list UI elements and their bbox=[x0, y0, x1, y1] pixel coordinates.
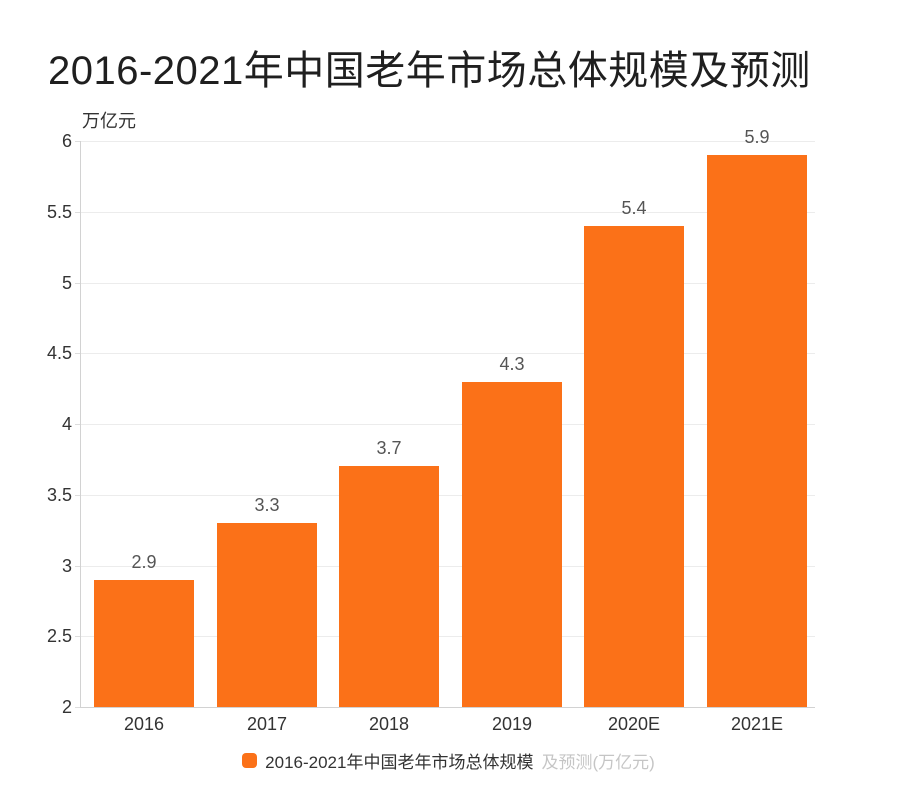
y-tick-mark bbox=[75, 212, 80, 213]
x-tick-label: 2019 bbox=[491, 714, 533, 734]
y-tick-mark bbox=[75, 424, 80, 425]
legend: 2016-2021年中国老年市场总体规模 及预测(万亿元) bbox=[0, 748, 897, 773]
legend-marker-swatch bbox=[242, 753, 258, 768]
bar-value-label: 3.3 bbox=[254, 495, 280, 515]
y-tick-mark bbox=[75, 141, 80, 142]
chart-title: 2016-2021年中国老年市场总体规模及预测 bbox=[48, 49, 811, 93]
y-tick-label: 2 bbox=[61, 697, 72, 717]
gridline bbox=[80, 424, 815, 425]
bar-2017 bbox=[217, 523, 317, 707]
gridline bbox=[80, 141, 815, 142]
gridline bbox=[80, 566, 815, 567]
x-tick-label: 2021E bbox=[730, 714, 784, 734]
x-tick-label: 2020E bbox=[607, 714, 661, 734]
gridline bbox=[80, 212, 815, 213]
gridline bbox=[80, 283, 815, 284]
y-tick-label: 6 bbox=[61, 131, 72, 151]
y-tick-label: 5 bbox=[61, 273, 72, 293]
y-tick-mark bbox=[75, 283, 80, 284]
bar-2021E bbox=[707, 155, 807, 707]
y-tick-mark bbox=[75, 495, 80, 496]
y-tick-mark bbox=[75, 707, 80, 708]
x-axis-line bbox=[80, 707, 815, 708]
x-tick-label: 2018 bbox=[368, 714, 410, 734]
y-axis-line bbox=[80, 141, 81, 707]
y-tick-mark bbox=[75, 353, 80, 354]
legend-label-faded: 及预测(万亿元) bbox=[541, 753, 655, 772]
bar-value-label: 3.7 bbox=[376, 438, 402, 458]
y-tick-mark bbox=[75, 566, 80, 567]
legend-label-main: 2016-2021年中国老年市场总体规模 bbox=[265, 753, 534, 772]
bar-value-label: 4.3 bbox=[499, 354, 525, 374]
gridline bbox=[80, 353, 815, 354]
bar-value-label: 2.9 bbox=[131, 552, 157, 572]
y-tick-label: 4 bbox=[61, 414, 72, 434]
bar-2020E bbox=[584, 226, 684, 707]
y-tick-label: 3 bbox=[61, 556, 72, 576]
y-tick-label: 5.5 bbox=[46, 202, 72, 222]
y-tick-mark bbox=[75, 636, 80, 637]
y-tick-label: 4.5 bbox=[46, 343, 72, 363]
gridline bbox=[80, 636, 815, 637]
gridline bbox=[80, 495, 815, 496]
bar-value-label: 5.4 bbox=[621, 198, 647, 218]
x-tick-label: 2016 bbox=[123, 714, 165, 734]
bar-2018 bbox=[339, 466, 439, 707]
y-tick-label: 3.5 bbox=[46, 485, 72, 505]
x-tick-label: 2017 bbox=[246, 714, 288, 734]
bar-2016 bbox=[94, 580, 194, 707]
bar-value-label: 5.9 bbox=[744, 127, 770, 147]
y-tick-label: 2.5 bbox=[46, 626, 72, 646]
bar-2019 bbox=[462, 382, 562, 707]
y-axis-unit-label: 万亿元 bbox=[82, 111, 136, 131]
